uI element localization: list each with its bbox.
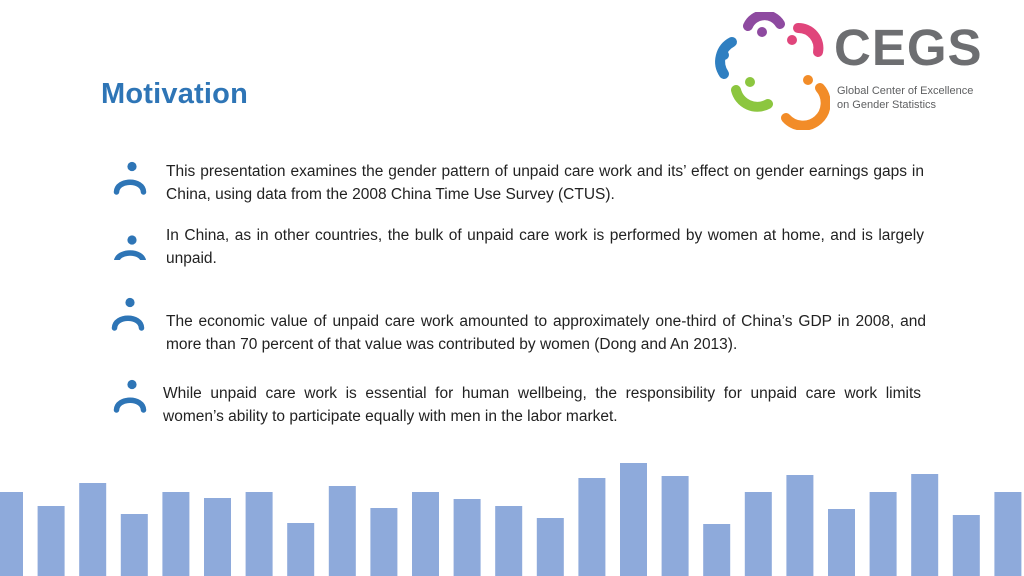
person-icon — [113, 161, 147, 195]
decorative-bar — [453, 499, 481, 576]
decorative-bar — [744, 492, 772, 576]
person-icon — [114, 235, 146, 260]
person-icon — [111, 297, 145, 331]
decorative-bar — [370, 508, 398, 576]
cegs-logo: CEGS Global Center of Excellence on Gend… — [710, 10, 1000, 131]
logo-subtitle: Global Center of Excellence on Gender St… — [837, 85, 974, 111]
decorative-bar — [578, 478, 606, 576]
decorative-bar — [911, 474, 939, 576]
decorative-bar — [661, 476, 689, 576]
decorative-bar — [79, 483, 107, 576]
decorative-bars — [0, 463, 1022, 576]
decorative-bar — [786, 475, 814, 576]
decorative-bar — [204, 498, 231, 576]
bullet-text: In China, as in other countries, the bul… — [166, 227, 924, 267]
person-icon — [113, 379, 147, 413]
decorative-bar — [952, 515, 980, 576]
bullet-text: This presentation examines the gender pa… — [166, 163, 924, 203]
slide-title: Motivation — [101, 78, 248, 110]
bullet-text: The economic value of unpaid care work a… — [166, 313, 926, 353]
decorative-bar — [495, 506, 523, 576]
decorative-bar — [994, 492, 1022, 576]
decorative-bar — [869, 492, 897, 576]
decorative-bar — [703, 524, 731, 576]
decorative-bar — [412, 492, 439, 576]
decorative-bar — [328, 486, 356, 576]
decorative-bar — [162, 492, 190, 576]
decorative-bar — [828, 509, 855, 576]
decorative-bar — [620, 463, 647, 576]
bullet-text: While unpaid care work is essential for … — [163, 385, 921, 425]
decorative-bar — [287, 523, 315, 576]
decorative-bar — [120, 514, 148, 576]
cegs-logo-mark-icon — [715, 10, 831, 131]
decorative-bar — [245, 492, 273, 576]
decorative-bar — [0, 492, 23, 576]
logo-name: CEGS — [834, 19, 983, 76]
decorative-bar — [536, 518, 564, 576]
decorative-bar — [37, 506, 65, 576]
